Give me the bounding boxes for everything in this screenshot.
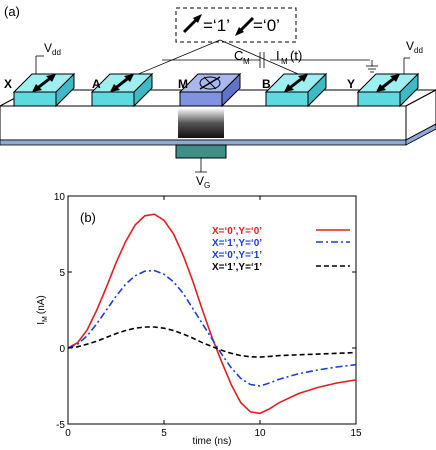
y-label-main: I: [36, 322, 47, 325]
cm-main: C: [234, 48, 243, 63]
x-tick-label: 0: [65, 428, 71, 439]
arrow-double-icon: [284, 74, 308, 92]
node-label-b: B: [262, 77, 271, 91]
node-label-y: Y: [347, 77, 355, 91]
vdd-right-v: V: [406, 39, 414, 53]
node-label-a: A: [92, 77, 101, 91]
magnet-x: [12, 72, 76, 108]
im-main: I: [276, 48, 280, 63]
svg-text:IM(nA): IM (nA): [36, 295, 49, 325]
magnet-m: [178, 72, 242, 108]
y-label-sub: M: [42, 316, 49, 322]
im-sub: M: [281, 57, 288, 66]
legend-label: X=‘0’,Y=‘0’: [212, 226, 262, 237]
arrow-double-icon: [110, 74, 134, 92]
legend-label: X=‘0’,Y=‘1’: [212, 250, 262, 261]
y-tick-label: 5: [59, 268, 65, 279]
x-axis-label: time (ns): [193, 436, 232, 447]
arrow-down-left-icon: [235, 16, 255, 36]
x-tick-label: 15: [350, 428, 362, 439]
vdd-left-label: V dd: [44, 41, 61, 57]
series-line-3: [67, 326, 357, 358]
x-axis-ticks: 0 5 10 15: [65, 196, 362, 439]
legend-zero-text: =‘0’: [253, 16, 280, 35]
magnet-a: [90, 72, 154, 108]
magnet-b: [264, 72, 328, 108]
legend-label: X=‘1’,Y=‘0’: [212, 238, 262, 249]
y-axis-ticks: -5 0 5 10: [54, 192, 356, 431]
legend-label: X=‘1’,Y=‘1’: [212, 262, 262, 273]
y-label-suffix: (nA): [36, 295, 47, 314]
rotation-icon: [199, 76, 221, 90]
gate-electrode: [175, 144, 227, 173]
y-tick-label: -5: [56, 420, 65, 431]
y-tick-label: 10: [54, 192, 66, 203]
im-suffix: (t): [290, 48, 302, 63]
vg-sub: G: [204, 181, 210, 190]
vg-label: V G: [196, 174, 210, 190]
arrow-double-icon: [376, 74, 400, 92]
vdd-right-label: V dd: [406, 39, 423, 55]
im-label: I M (t): [276, 48, 302, 66]
y-tick-label: 0: [59, 344, 65, 355]
plot-frame: [67, 195, 357, 425]
cm-sub: M: [243, 57, 250, 66]
series-line-0: [67, 213, 357, 415]
wiring: [35, 39, 410, 86]
vg-main: V: [196, 174, 204, 188]
cm-label: C M: [234, 48, 250, 66]
node-label-x: X: [4, 77, 12, 91]
legend-one-text: =‘1’: [203, 16, 230, 35]
y-axis-label: IM (nA): [36, 295, 49, 325]
arrow-double-icon: [32, 74, 56, 92]
vdd-right-sub: dd: [414, 46, 423, 55]
plot-legend: X=‘0’,Y=‘0’X=‘1’,Y=‘0’X=‘0’,Y=‘1’X=‘1’,Y…: [212, 226, 350, 273]
magnet-legend: =‘1’ =‘0’: [175, 7, 297, 43]
panel-a-label: (a): [4, 4, 20, 19]
series-layer: [67, 213, 357, 415]
x-tick-label: 5: [161, 428, 167, 439]
arrow-up-right-icon: [182, 14, 202, 34]
magnet-y: [356, 72, 420, 108]
vdd-left-sub: dd: [52, 48, 61, 57]
x-tick-label: 10: [254, 428, 266, 439]
node-label-m: M: [178, 77, 188, 91]
panel-b-label: (b): [80, 210, 96, 225]
vdd-left-v: V: [44, 41, 52, 55]
series-line-1: [67, 269, 357, 387]
